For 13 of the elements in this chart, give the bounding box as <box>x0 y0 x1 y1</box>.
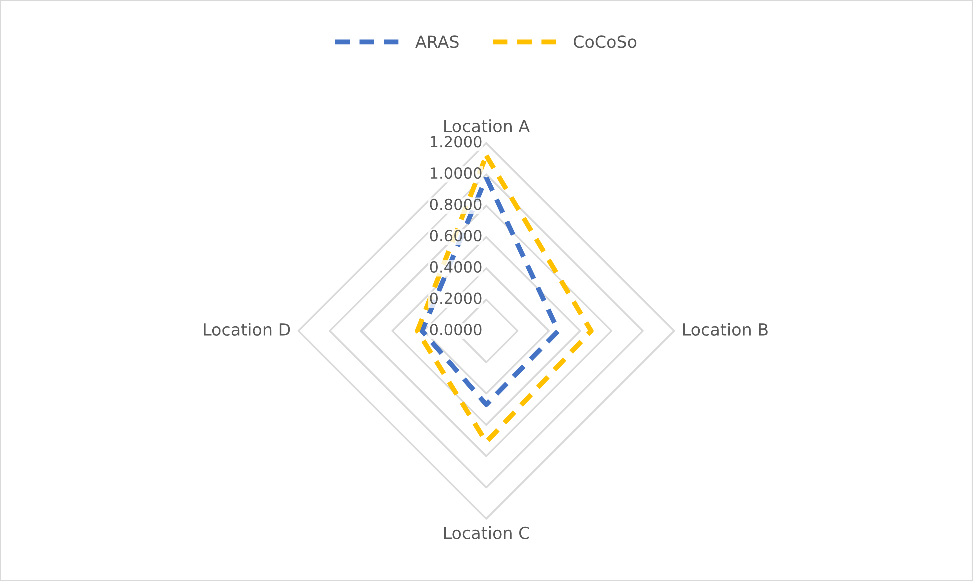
legend-label: CoCoSo <box>574 36 637 48</box>
spoke-label: Location A <box>444 120 530 133</box>
spoke-label: Location C <box>444 526 530 540</box>
y-tick-label: 0.0000 <box>430 324 482 336</box>
y-tick-label: 0.6000 <box>430 230 482 242</box>
y-tick-label: 1.0000 <box>430 168 482 180</box>
spoke-label: Location B <box>683 323 768 336</box>
y-tick-label: 0.2000 <box>430 292 482 304</box>
legend-label: ARAS <box>416 36 459 48</box>
spoke-label: Location D <box>204 323 290 336</box>
y-tick-label: 1.2000 <box>430 136 482 148</box>
y-tick-label: 0.8000 <box>430 198 482 210</box>
y-tick-label: 0.4000 <box>430 261 482 273</box>
